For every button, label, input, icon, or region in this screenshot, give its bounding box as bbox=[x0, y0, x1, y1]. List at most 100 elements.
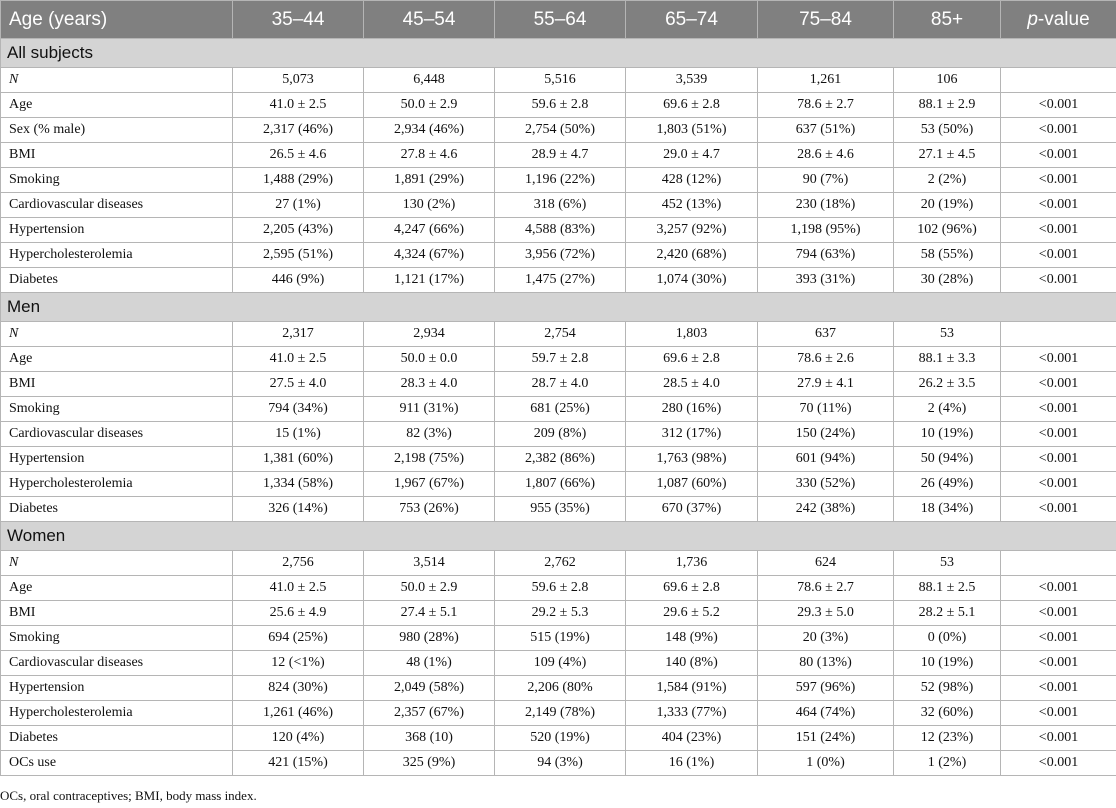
table-cell: 1,475 (27%) bbox=[494, 267, 626, 293]
table-cell: 16 (1%) bbox=[625, 750, 758, 776]
table-cell: 637 (51%) bbox=[757, 117, 894, 143]
row-label: Cardiovascular diseases bbox=[0, 421, 233, 447]
table-cell: 41.0 ± 2.5 bbox=[232, 346, 364, 372]
table-cell: 20 (3%) bbox=[757, 625, 894, 651]
table-cell: 29.6 ± 5.2 bbox=[625, 600, 758, 626]
table-cell: 130 (2%) bbox=[363, 192, 495, 218]
table-cell: 59.6 ± 2.8 bbox=[494, 575, 626, 601]
table-cell: 88.1 ± 2.9 bbox=[893, 92, 1001, 118]
p-value-cell: <0.001 bbox=[1000, 217, 1116, 243]
table-cell: 325 (9%) bbox=[363, 750, 495, 776]
p-value-cell: <0.001 bbox=[1000, 700, 1116, 726]
table-cell: 69.6 ± 2.8 bbox=[625, 346, 758, 372]
table-cell: 27.5 ± 4.0 bbox=[232, 371, 364, 397]
header-55-64: 55–64 bbox=[494, 0, 626, 39]
table-row: OCs use 421 (15%) 325 (9%) 94 (3%) 16 (1%) 1 … bbox=[0, 750, 1116, 776]
table-cell: 601 (94%) bbox=[757, 446, 894, 472]
p-value-cell: <0.001 bbox=[1000, 142, 1116, 168]
table-cell: 3,257 (92%) bbox=[625, 217, 758, 243]
table-cell: 1 (2%) bbox=[893, 750, 1001, 776]
table-cell: 637 bbox=[757, 321, 894, 347]
row-label: Age bbox=[0, 346, 233, 372]
table-cell: 1,261 (46%) bbox=[232, 700, 364, 726]
table-cell: 1,381 (60%) bbox=[232, 446, 364, 472]
table-cell: 404 (23%) bbox=[625, 725, 758, 751]
row-label: Cardiovascular diseases bbox=[0, 650, 233, 676]
table-cell: 2,149 (78%) bbox=[494, 700, 626, 726]
table-cell: 25.6 ± 4.9 bbox=[232, 600, 364, 626]
table-cell: 312 (17%) bbox=[625, 421, 758, 447]
table-cell: 1,967 (67%) bbox=[363, 471, 495, 497]
row-label: Diabetes bbox=[0, 725, 233, 751]
header-45-54: 45–54 bbox=[363, 0, 495, 39]
table-cell: 2 (2%) bbox=[893, 167, 1001, 193]
table-cell: 94 (3%) bbox=[494, 750, 626, 776]
table-cell: 78.6 ± 2.7 bbox=[757, 92, 894, 118]
table-cell: 48 (1%) bbox=[363, 650, 495, 676]
p-value-cell: <0.001 bbox=[1000, 396, 1116, 422]
table-cell: 2,934 bbox=[363, 321, 495, 347]
table-cell: 29.2 ± 5.3 bbox=[494, 600, 626, 626]
table-cell: 794 (34%) bbox=[232, 396, 364, 422]
table-cell: 1,074 (30%) bbox=[625, 267, 758, 293]
table-cell: 1,807 (66%) bbox=[494, 471, 626, 497]
row-label: N bbox=[0, 67, 233, 93]
table-cell: 1,891 (29%) bbox=[363, 167, 495, 193]
p-value-cell: <0.001 bbox=[1000, 625, 1116, 651]
table-cell: 4,324 (67%) bbox=[363, 242, 495, 268]
table-cell: 59.6 ± 2.8 bbox=[494, 92, 626, 118]
table-cell: 109 (4%) bbox=[494, 650, 626, 676]
table-cell: 58 (55%) bbox=[893, 242, 1001, 268]
p-value-cell: <0.001 bbox=[1000, 421, 1116, 447]
table-cell: 10 (19%) bbox=[893, 650, 1001, 676]
table-cell: 4,247 (66%) bbox=[363, 217, 495, 243]
table-cell: 280 (16%) bbox=[625, 396, 758, 422]
table-cell: 464 (74%) bbox=[757, 700, 894, 726]
table-cell: 980 (28%) bbox=[363, 625, 495, 651]
table-cell: 368 (10) bbox=[363, 725, 495, 751]
table-cell: 1,334 (58%) bbox=[232, 471, 364, 497]
row-label: BMI bbox=[0, 371, 233, 397]
table-row: Age 41.0 ± 2.5 50.0 ± 2.9 59.6 ± 2.8 69.6 ± … bbox=[0, 575, 1116, 601]
table-row: BMI 27.5 ± 4.0 28.3 ± 4.0 28.7 ± 4.0 28.5 ± … bbox=[0, 371, 1116, 397]
table-cell: 1,584 (91%) bbox=[625, 675, 758, 701]
table-cell: 2,205 (43%) bbox=[232, 217, 364, 243]
p-value-cell: <0.001 bbox=[1000, 446, 1116, 472]
table-cell: 1,196 (22%) bbox=[494, 167, 626, 193]
table-cell: 681 (25%) bbox=[494, 396, 626, 422]
table-cell: 2,206 (80% bbox=[494, 675, 626, 701]
table-cell: 26.5 ± 4.6 bbox=[232, 142, 364, 168]
row-label: Hypertension bbox=[0, 217, 233, 243]
table-cell: 1,261 bbox=[757, 67, 894, 93]
table-body: All subjects N 5,073 6,448 5,516 3,539 1,261 10… bbox=[0, 38, 1116, 776]
table-cell: 28.3 ± 4.0 bbox=[363, 371, 495, 397]
table-cell: 753 (26%) bbox=[363, 496, 495, 522]
row-label: Hypercholesterolemia bbox=[0, 242, 233, 268]
table-row: Smoking 1,488 (29%) 1,891 (29%) 1,196 (22%)… bbox=[0, 167, 1116, 193]
table-cell: 50.0 ± 0.0 bbox=[363, 346, 495, 372]
table-cell: 326 (14%) bbox=[232, 496, 364, 522]
table-cell: 330 (52%) bbox=[757, 471, 894, 497]
p-value-suffix: -value bbox=[1037, 8, 1090, 30]
section-title: Men bbox=[0, 292, 1116, 322]
row-label: Sex (% male) bbox=[0, 117, 233, 143]
table-cell: 88.1 ± 2.5 bbox=[893, 575, 1001, 601]
table-cell: 69.6 ± 2.8 bbox=[625, 92, 758, 118]
table-cell: 2,317 (46%) bbox=[232, 117, 364, 143]
table-row: Diabetes 120 (4%) 368 (10) 520 (19%) 404 (23… bbox=[0, 725, 1116, 751]
table-cell: 1,763 (98%) bbox=[625, 446, 758, 472]
table-cell: 20 (19%) bbox=[893, 192, 1001, 218]
table-cell: 670 (37%) bbox=[625, 496, 758, 522]
table-cell: 3,514 bbox=[363, 550, 495, 576]
table-row: N 2,317 2,934 2,754 1,803 637 53 bbox=[0, 321, 1116, 347]
table-cell: 78.6 ± 2.6 bbox=[757, 346, 894, 372]
table-row: Diabetes 446 (9%) 1,121 (17%) 1,475 (27%) 1,… bbox=[0, 267, 1116, 293]
table-cell: 27 (1%) bbox=[232, 192, 364, 218]
table-cell: 2,317 bbox=[232, 321, 364, 347]
table-cell: 28.9 ± 4.7 bbox=[494, 142, 626, 168]
table-cell: 30 (28%) bbox=[893, 267, 1001, 293]
header-85-plus: 85+ bbox=[893, 0, 1001, 39]
header-35-44: 35–44 bbox=[232, 0, 364, 39]
p-value-cell: <0.001 bbox=[1000, 346, 1116, 372]
table-cell: 50.0 ± 2.9 bbox=[363, 575, 495, 601]
